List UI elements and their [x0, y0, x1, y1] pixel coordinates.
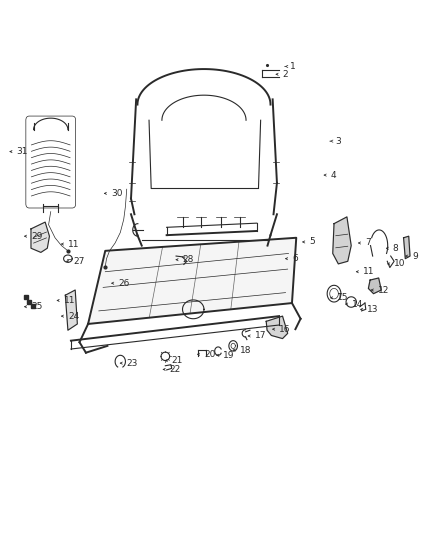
Text: 11: 11 — [68, 239, 79, 248]
Text: 25: 25 — [31, 302, 42, 311]
Polygon shape — [65, 290, 78, 330]
Text: 28: 28 — [183, 255, 194, 264]
Text: 11: 11 — [363, 267, 374, 276]
Text: 20: 20 — [204, 350, 215, 359]
Text: 24: 24 — [68, 312, 79, 321]
Text: 26: 26 — [118, 279, 130, 288]
Text: 5: 5 — [309, 237, 315, 246]
Text: 23: 23 — [127, 359, 138, 368]
Polygon shape — [88, 238, 296, 324]
Text: 22: 22 — [170, 365, 181, 374]
Text: 9: 9 — [412, 252, 418, 261]
Polygon shape — [31, 222, 49, 253]
Text: 6: 6 — [292, 254, 298, 263]
Text: 17: 17 — [254, 332, 266, 341]
Text: 1: 1 — [290, 62, 296, 71]
Polygon shape — [403, 236, 410, 259]
Text: 12: 12 — [378, 286, 389, 295]
Text: 30: 30 — [111, 189, 122, 198]
Text: 18: 18 — [240, 345, 251, 354]
Text: 29: 29 — [31, 232, 42, 241]
Text: 31: 31 — [16, 147, 28, 156]
Text: 10: 10 — [394, 260, 406, 269]
Text: 3: 3 — [335, 136, 341, 146]
Text: 11: 11 — [64, 296, 75, 305]
Polygon shape — [368, 278, 381, 294]
Text: 21: 21 — [172, 356, 183, 365]
Text: 8: 8 — [393, 244, 399, 253]
Text: 16: 16 — [279, 325, 290, 334]
Text: 15: 15 — [337, 293, 349, 302]
Text: 4: 4 — [331, 171, 336, 180]
Text: 13: 13 — [367, 305, 378, 314]
Text: 7: 7 — [365, 238, 371, 247]
Polygon shape — [266, 316, 288, 338]
Text: 14: 14 — [352, 300, 364, 309]
Polygon shape — [333, 217, 351, 264]
Text: 19: 19 — [223, 351, 235, 360]
Text: 27: 27 — [73, 257, 85, 266]
Text: 2: 2 — [283, 70, 288, 79]
